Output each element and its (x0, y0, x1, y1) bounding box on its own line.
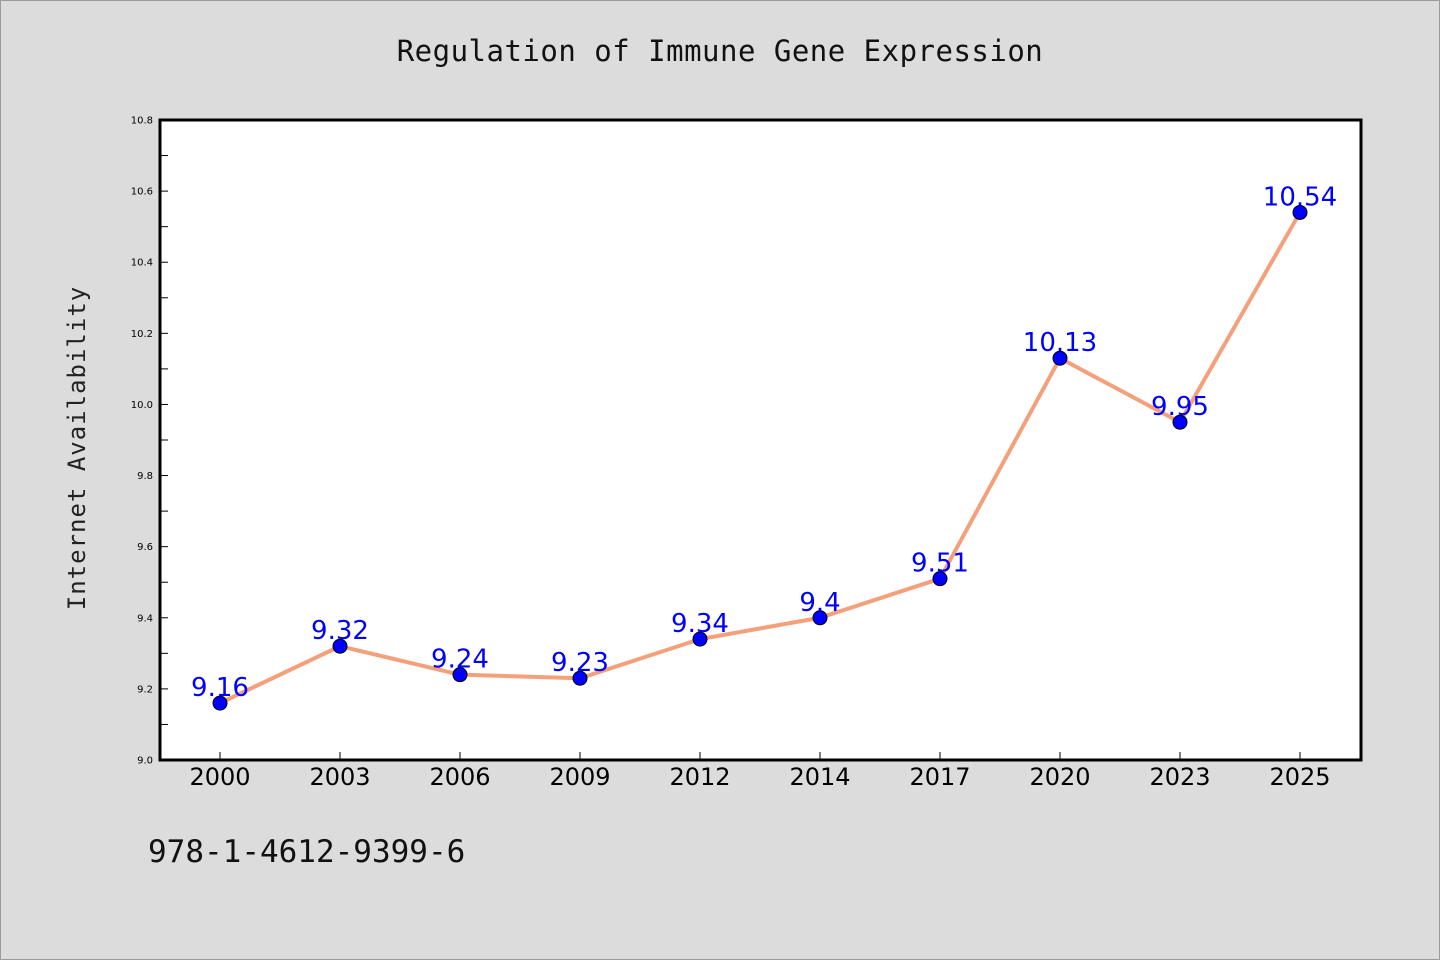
x-tick-label: 2000 (189, 763, 250, 791)
data-point (332, 638, 348, 654)
data-label: 9.51 (911, 549, 969, 579)
footer-code: 978-1-4612-9399-6 (148, 834, 466, 870)
chart-title: Regulation of Immune Gene Expression (396, 34, 1044, 68)
x-axis: 2000 2003 2006 2009 2012 2014 2017 2020 2023 2025 (189, 752, 1331, 791)
plot-area (158, 118, 1363, 762)
data-label: 10.13 (1023, 328, 1097, 358)
data-label: 9.95 (1151, 392, 1209, 422)
data-point (572, 670, 588, 686)
data-label: 9.32 (311, 616, 369, 646)
data-labels-group: 9.16 9.32 9.24 9.23 9.34 9.4 9.51 10.13 9.95 10.5… (191, 182, 1337, 703)
x-tick-label: 2009 (549, 763, 610, 791)
y-tick-label: 9.2 (137, 684, 153, 695)
series-line (218, 210, 1302, 706)
x-tick-label: 2020 (1029, 763, 1090, 791)
x-tick-label: 2023 (1149, 763, 1210, 791)
y-tick-label: 10.2 (131, 329, 153, 340)
y-tick-label: 9.8 (137, 471, 153, 482)
data-label: 10.54 (1263, 182, 1337, 212)
data-label: 9.16 (191, 673, 249, 703)
y-axis: 9.0 9.2 9.4 9.6 9.8 10.0 10.2 10.4 10.6 10.8 (131, 116, 168, 767)
x-tick-label: 2025 (1269, 763, 1330, 791)
data-point (452, 667, 468, 683)
x-tick-label: 2014 (789, 763, 850, 791)
y-tick-label: 10.6 (131, 187, 153, 198)
data-point (1052, 350, 1068, 366)
x-tick-label: 2017 (909, 763, 970, 791)
data-point (1172, 414, 1188, 430)
data-point (692, 631, 708, 647)
y-tick-label: 9.6 (137, 542, 153, 553)
data-label: 9.23 (551, 648, 609, 678)
y-tick-label: 10.8 (131, 116, 153, 127)
y-tick-label: 9.0 (137, 756, 153, 767)
markers-group (212, 204, 1308, 711)
y-tick-label: 9.4 (137, 613, 153, 624)
x-tick-label: 2012 (669, 763, 730, 791)
data-label: 9.4 (799, 588, 840, 618)
data-point (812, 610, 828, 626)
data-label: 9.24 (431, 645, 489, 675)
data-point (1292, 204, 1308, 220)
data-point (212, 695, 228, 711)
x-tick-label: 2006 (429, 763, 490, 791)
y-tick-label: 10.0 (131, 400, 153, 411)
x-tick-label: 2003 (309, 763, 370, 791)
series-line-group (218, 210, 1302, 706)
y-tick-label: 10.4 (131, 258, 153, 269)
data-point (932, 571, 948, 587)
data-label: 9.34 (671, 609, 729, 639)
